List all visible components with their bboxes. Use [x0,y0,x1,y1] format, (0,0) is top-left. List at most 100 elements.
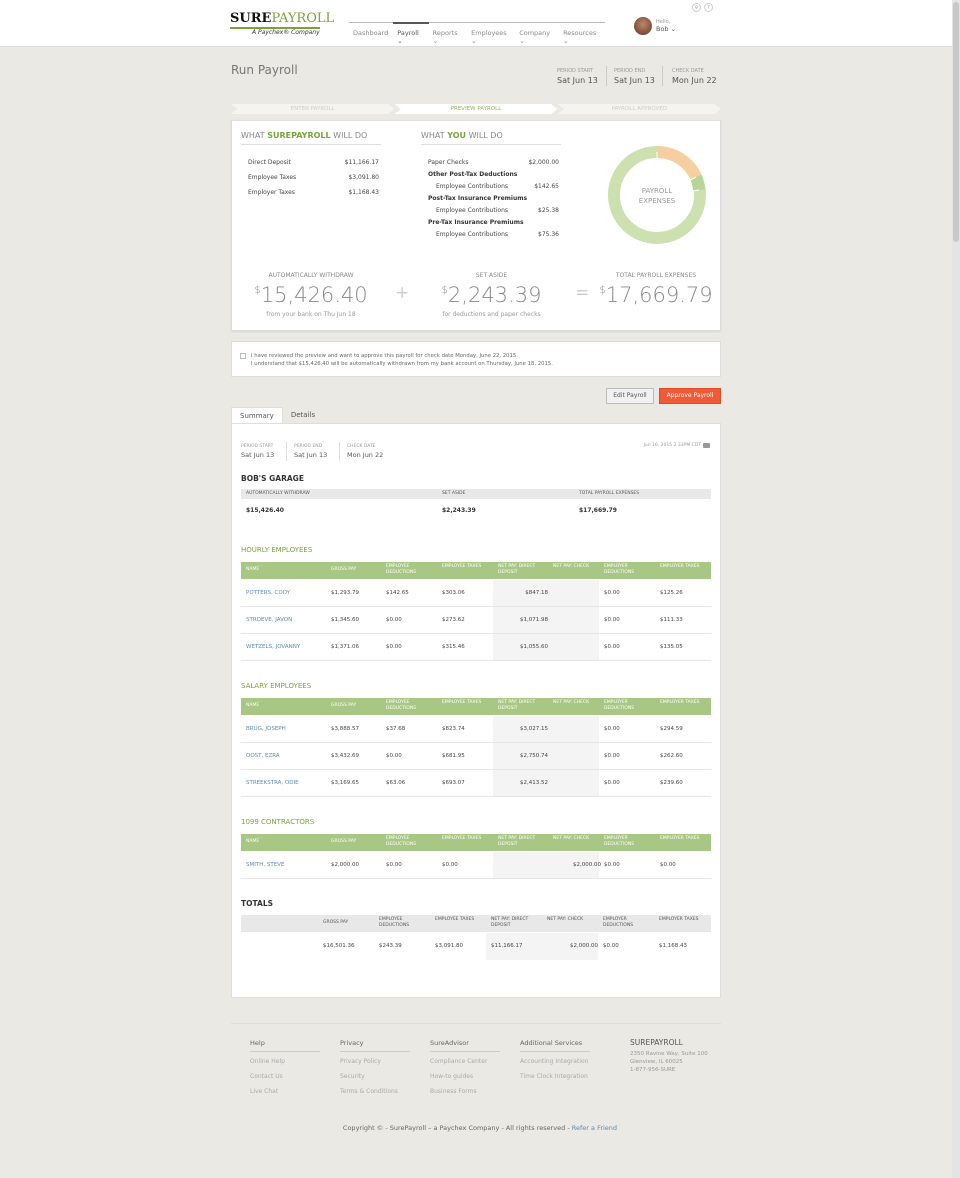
employee-name-link[interactable]: STREEKSTRA, ODIE [246,780,299,786]
total-expenses-label: TOTAL PAYROLL EXPENSES [615,272,697,279]
other-post-tax-value: $142.65 [534,183,559,190]
post-tax-insurance-title: Post-Tax Insurance Premiums [428,195,559,202]
table-cell: $0.00 [604,726,620,732]
paper-checks-label: Paper Checks [428,159,469,166]
currency-symbol: $ [441,285,448,296]
surepayroll-logo[interactable]: SUREPAYROLL A Paychex® Company [230,11,334,36]
column-header: EMPLOYEE DEDUCTIONS [386,836,417,847]
salary-header-row: NAME GROSS PAY EMPLOYEE DEDUCTIONS EMPLOYEE… [241,698,711,715]
footer-link-contact-us[interactable]: Contact Us [250,1073,283,1080]
period-end-label: PERIOD END [614,68,646,74]
set-aside-label: SET ASIDE [475,272,508,279]
employee-name-link[interactable]: WETZELS, JOVANNY [246,644,301,650]
employee-name-link[interactable]: SMITH, STEVE [246,862,285,868]
pre-tax-insurance-title: Pre-Tax Insurance Premiums [428,219,559,226]
you-head-post: WILL DO [468,131,503,140]
employer-taxes-value: $1,168.43 [348,189,379,196]
period-start-value: Sat Jun 13 [557,76,598,85]
table-cell: $0.00 [386,617,402,623]
page-title: Run Payroll [231,63,298,77]
net-pay-column-shade [493,716,599,797]
nav-dashboard[interactable]: Dashboard [353,29,389,37]
search-icon[interactable]: ⚲ [692,3,701,12]
table-cell: $2,413.52 [520,780,548,786]
table-cell: $1,371.06 [331,644,359,650]
employer-taxes-row: Employer Taxes $1,168.43 [248,189,379,196]
footer-address-title: SUREPAYROLL [630,1038,683,1047]
period-start-label: PERIOD START [557,68,593,74]
print-icon[interactable] [703,443,710,448]
footer-link-privacy-policy[interactable]: Privacy Policy [340,1058,381,1065]
nav-employees[interactable]: Employees ⌄ [467,23,515,45]
footer-link-accounting[interactable]: Accounting Integration [520,1058,589,1065]
totals-cell: $3,091.80 [435,943,463,949]
auto-withdraw-label: AUTOMATICALLY WITHDRAW [268,272,354,279]
table-cell: $3,432.69 [331,753,359,759]
check-date-label: CHECK DATE [672,68,704,74]
footer-link-time-clock[interactable]: Time Clock Integration [520,1073,588,1080]
totals-row: $16,501.36 $243.39 $3,091.80 $11,166.17 $2,0… [241,933,711,960]
summary-period-end: PERIOD END Sat Jun 13 [294,444,327,459]
other-post-tax-row: Employee Contributions $142.65 [428,183,559,190]
scroll-thumb[interactable] [953,2,959,242]
pre-tax-insurance-value: $75.36 [538,231,559,238]
tab-summary[interactable]: Summary [231,407,283,423]
total-expenses-block: TOTAL PAYROLL EXPENSES $17,669.79 [590,272,722,307]
footer-link-how-to[interactable]: How-to guides [430,1073,474,1080]
totals-cell: $1,168.43 [659,943,687,949]
column-header: EMPLOYER DEDUCTIONS [603,917,634,928]
help-icon[interactable]: ? [704,3,713,12]
totals-cell: $16,501.36 [323,943,355,949]
summary-tabs: Summary Details [231,407,323,423]
approve-checkbox[interactable] [240,353,246,359]
footer-link-live-chat[interactable]: Live Chat [250,1088,279,1095]
footer-link-online-help[interactable]: Online Help [250,1058,285,1065]
page-scrollbar[interactable] [952,0,960,1178]
table-cell: $2,000.00 [331,862,359,868]
totals-title: TOTALS [241,899,274,908]
total-expenses-amount: $17,669.79 [590,283,722,307]
summary-panel: PERIOD START Sat Jun 13 PERIOD END Sat J… [231,423,721,998]
table-cell: $1,293.79 [331,590,359,596]
employee-name-link[interactable]: OOST, EZRA [246,753,280,759]
tab-details[interactable]: Details [290,411,316,419]
approve-payroll-button[interactable]: Approve Payroll [659,388,721,404]
column-header: EMPLOYER TAXES [660,700,700,705]
table-row: STREEKSTRA, ODIE $3,169.65 $63.06 $693.07 $2… [241,770,711,797]
step-payroll-approved: PAYROLL APPROVED [557,104,721,114]
table-cell: $0.00 [604,753,620,759]
table-cell: $273.62 [442,617,465,623]
column-header: NET PAY: CHECK [553,836,590,841]
footer-link-security[interactable]: Security [340,1073,365,1080]
employee-taxes-row: Employee Taxes $3,091.80 [248,174,379,181]
post-tax-insurance-item-label: Employee Contributions [436,207,509,214]
divider [231,1023,721,1024]
employee-name-link[interactable]: STROEVE, JAVON [246,617,293,623]
currency-symbol: $ [599,285,606,296]
step-enter-payroll[interactable]: ENTER PAYROLL [231,104,395,114]
nav-payroll[interactable]: Payroll ⌄ [393,22,430,45]
summary-header-row: AUTOMATICALLY WITHDRAW SET ASIDE TOTAL P… [241,489,711,499]
footer-link-business-forms[interactable]: Business Forms [430,1088,477,1095]
table-cell: $262.60 [660,753,683,759]
table-cell: $3,169.65 [331,780,359,786]
column-header: EMPLOYER TAXES [659,917,699,922]
user-menu[interactable]: Hello, Bob ⌄ [634,17,676,35]
nav-reports[interactable]: Reports ⌄ [429,23,467,45]
employee-name-link[interactable]: BRUG, JOSEPH [246,726,286,732]
you-head-brand: YOU [447,131,467,140]
direct-deposit-value: $11,166.17 [344,159,379,166]
edit-payroll-button[interactable]: Edit Payroll [606,388,654,404]
footer-link-compliance[interactable]: Compliance Center [430,1058,488,1065]
refer-a-friend-link[interactable]: Refer a Friend [571,1124,618,1132]
employee-name-link[interactable]: POTTERS, CODY [246,590,291,596]
nav-resources[interactable]: Resources ⌄ [559,23,605,45]
column-header: EMPLOYEE DEDUCTIONS [386,700,417,711]
other-post-tax-title: Other Post-Tax Deductions [428,171,559,178]
nav-company[interactable]: Company ⌄ [515,23,559,45]
period-end-value: Sat Jun 13 [614,76,655,85]
payroll-expenses-donut: PAYROLL EXPENSES [608,146,706,244]
summary-period-start: PERIOD START Sat Jun 13 [241,444,274,459]
set-aside-value: 2,243.39 [447,283,542,307]
footer-link-terms[interactable]: Terms & Conditions [340,1088,398,1095]
